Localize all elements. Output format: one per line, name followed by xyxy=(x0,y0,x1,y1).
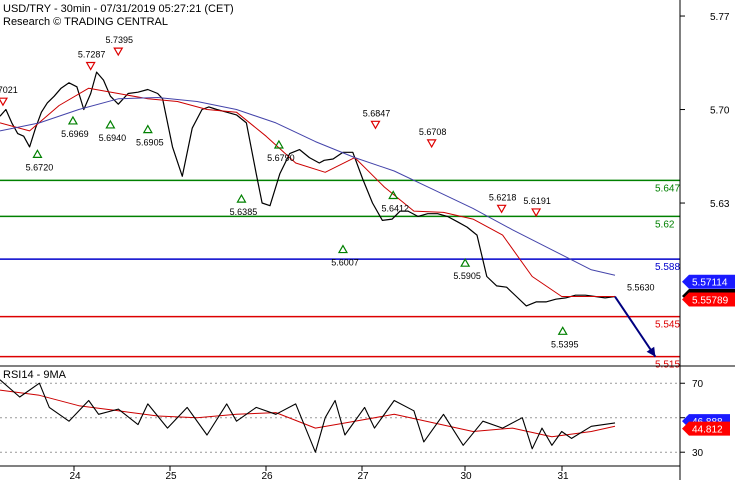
swing-high-label: 5.7287 xyxy=(78,50,106,60)
swing-low-label: 5.6007 xyxy=(331,258,359,268)
rsi-tick-label: 30 xyxy=(692,448,704,459)
annotation-layer: 5.7021 5.6720 5.6969 5.7287 5.7395 5.6940 5.69… xyxy=(0,35,654,349)
swing-low-marker xyxy=(337,244,348,254)
projection-arrow xyxy=(614,295,657,358)
rsi-title: RSI14 - 9MA xyxy=(3,369,67,381)
swing-high-marker xyxy=(113,47,124,57)
swing-low-marker xyxy=(236,193,247,203)
swing-high-marker xyxy=(496,204,507,214)
swing-low-label: 5.6790 xyxy=(267,153,295,163)
level-label: 5.647 xyxy=(655,183,680,194)
swing-high-marker xyxy=(370,120,381,130)
rsi-line xyxy=(0,379,616,453)
series-layer xyxy=(0,71,657,453)
swing-low-label: 5.6385 xyxy=(230,207,258,217)
x-tick-label: 31 xyxy=(557,471,569,480)
swing-high-marker xyxy=(531,208,542,218)
level-label: 5.588 xyxy=(655,262,680,273)
x-tick-label: 27 xyxy=(357,471,369,480)
price-badge xyxy=(682,292,735,307)
swing-low-marker xyxy=(142,124,153,134)
price-tick-label: 5.63 xyxy=(710,199,730,210)
projection-arrowhead xyxy=(646,346,656,357)
swing-low-marker xyxy=(388,190,399,200)
slow-ma-line xyxy=(0,97,616,276)
swing-low-label: 5.6412 xyxy=(381,203,409,213)
swing-low-label: 5.6720 xyxy=(26,162,54,172)
x-tick-label: 24 xyxy=(69,471,81,480)
price-badge-label: 5.57114 xyxy=(692,278,728,289)
swing-low-label: 5.6969 xyxy=(61,129,89,139)
swing-low-marker xyxy=(32,149,43,158)
rsi-badge xyxy=(682,421,730,436)
support-resistance-levels: 5.647 5.62 5.588 5.545 5.515 xyxy=(0,179,680,371)
swing-high-marker xyxy=(0,97,8,107)
swing-high-label: 5.7021 xyxy=(0,85,18,95)
swing-low-marker xyxy=(67,115,78,125)
rsi-ma-line xyxy=(0,389,616,438)
swing-low-marker xyxy=(105,119,116,129)
x-tick-label: 26 xyxy=(261,471,273,480)
swing-low-marker xyxy=(557,326,568,335)
swing-high-label: 5.6191 xyxy=(523,196,551,206)
swing-low-marker xyxy=(460,258,471,267)
fast-ma-line xyxy=(0,87,615,297)
swing-high-label: 5.7395 xyxy=(105,35,133,45)
price-tick-label: 5.77 xyxy=(710,12,730,23)
chart-title: USD/TRY - 30min - 07/31/2019 05:27:21 (C… xyxy=(3,3,234,15)
chart-subtitle: Research © TRADING CENTRAL xyxy=(3,16,168,28)
swing-low-marker xyxy=(273,139,284,149)
rsi-badge-label: 44.812 xyxy=(692,425,723,436)
price-line xyxy=(0,71,616,307)
point-label: 5.5630 xyxy=(627,283,655,293)
price-tick-label: 5.70 xyxy=(710,106,730,117)
swing-high-marker xyxy=(426,139,437,149)
swing-low-label: 5.5395 xyxy=(551,339,579,349)
rsi-tick-label: 70 xyxy=(692,379,704,390)
level-label: 5.545 xyxy=(655,320,680,331)
swing-high-label: 5.6847 xyxy=(363,108,391,118)
level-label: 5.515 xyxy=(655,360,680,371)
swing-low-label: 5.5905 xyxy=(453,271,481,281)
level-label: 5.62 xyxy=(655,219,675,230)
swing-high-marker xyxy=(85,61,96,71)
swing-high-label: 5.6218 xyxy=(489,192,517,202)
x-tick-label: 25 xyxy=(165,471,177,480)
swing-low-label: 5.6940 xyxy=(99,133,127,143)
x-tick-label: 30 xyxy=(460,471,472,480)
price-badge xyxy=(682,274,735,289)
price-badge-label: 5.55789 xyxy=(692,295,729,306)
swing-high-label: 5.6708 xyxy=(419,127,447,137)
swing-low-label: 5.6905 xyxy=(136,138,164,148)
